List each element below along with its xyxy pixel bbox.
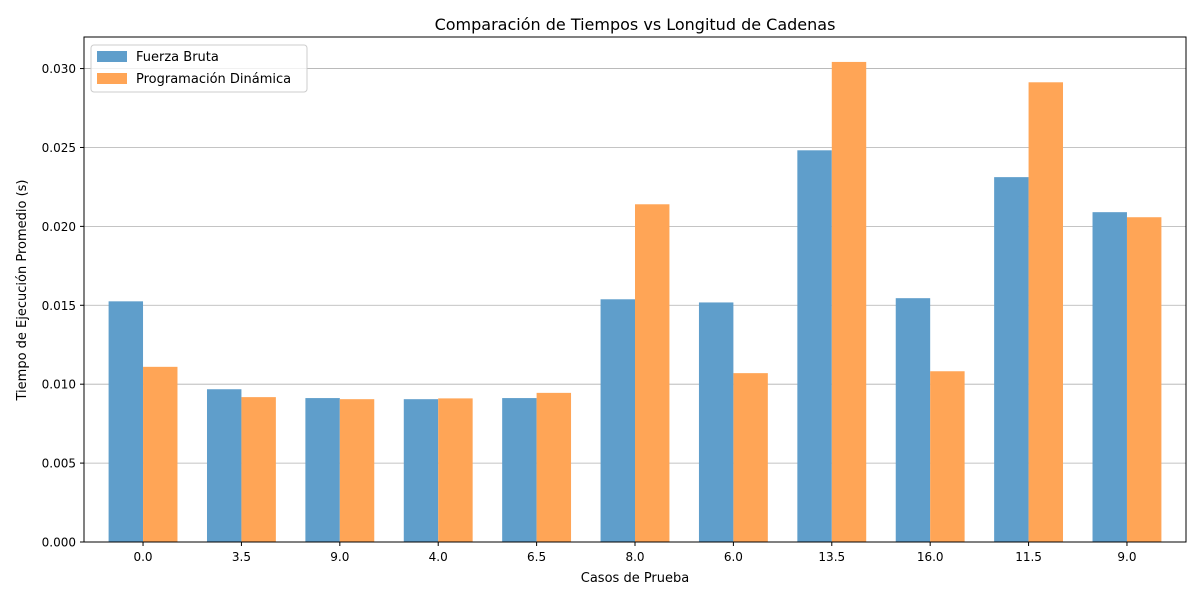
- chart-title: Comparación de Tiempos vs Longitud de Ca…: [435, 15, 836, 34]
- bar-fuerza-bruta: [994, 177, 1029, 542]
- bar-programacion-dinamica: [241, 397, 276, 542]
- bar-programacion-dinamica: [930, 371, 965, 542]
- y-axis-label: Tiempo de Ejecución Promedio (s): [15, 180, 30, 402]
- y-tick-label: 0.005: [42, 457, 76, 471]
- x-tick-label: 11.5: [1015, 550, 1042, 564]
- x-tick-label: 9.0: [330, 550, 349, 564]
- bar-fuerza-bruta: [698, 302, 734, 542]
- x-tick-label: 3.5: [232, 550, 251, 564]
- legend-label-programacion-dinamica: Programación Dinámica: [136, 72, 291, 87]
- y-tick-label: 0.000: [42, 536, 76, 550]
- legend-label-fuerza-bruta: Fuerza Bruta: [136, 50, 219, 65]
- bar-programacion-dinamica: [536, 392, 572, 542]
- y-tick-label: 0.030: [42, 62, 76, 76]
- bar-programacion-dinamica: [438, 398, 473, 542]
- x-axis-ticks: 0.0 3.5 9.0 4.0 6.5 8.0 6.0 13.5 16.0 11.5 9.0: [133, 542, 1137, 564]
- legend-swatch-programacion-dinamica: [97, 73, 127, 84]
- x-tick-label: 8.0: [625, 550, 644, 564]
- bar-fuerza-bruta: [502, 398, 537, 542]
- bar-fuerza-bruta: [600, 299, 635, 542]
- bar-programacion-dinamica: [635, 204, 670, 542]
- y-tick-label: 0.010: [42, 378, 76, 392]
- legend: Fuerza Bruta Programación Dinámica: [90, 44, 308, 93]
- x-tick-label: 16.0: [917, 550, 944, 564]
- bar-fuerza-bruta: [206, 389, 242, 542]
- bar-programacion-dinamica: [1028, 82, 1064, 543]
- bar-programacion-dinamica: [1126, 217, 1162, 543]
- bar-fuerza-bruta: [797, 150, 832, 542]
- legend-box: [90, 44, 308, 93]
- bar-fuerza-bruta: [1092, 212, 1127, 542]
- bars: [108, 61, 1162, 543]
- x-axis-label: Casos de Prueba: [581, 571, 689, 586]
- x-tick-label: 0.0: [133, 550, 152, 564]
- bar-fuerza-bruta: [305, 398, 340, 542]
- x-tick-label: 6.0: [724, 550, 743, 564]
- x-tick-label: 4.0: [429, 550, 448, 564]
- y-tick-label: 0.015: [42, 299, 76, 313]
- y-axis-ticks: 0.000 0.005 0.010 0.015 0.020 0.025 0.030: [42, 62, 84, 550]
- bar-programacion-dinamica: [831, 61, 867, 542]
- bar-programacion-dinamica: [339, 399, 375, 542]
- y-tick-label: 0.025: [42, 141, 76, 155]
- bar-fuerza-bruta: [403, 399, 439, 542]
- x-tick-label: 9.0: [1117, 550, 1136, 564]
- bar-fuerza-bruta: [108, 301, 144, 542]
- legend-swatch-fuerza-bruta: [97, 51, 127, 62]
- bar-programacion-dinamica: [733, 373, 768, 542]
- bar-programacion-dinamica: [143, 366, 178, 542]
- bar-fuerza-bruta: [895, 298, 931, 542]
- x-tick-label: 6.5: [527, 550, 546, 564]
- y-tick-label: 0.020: [42, 220, 76, 234]
- x-tick-label: 13.5: [818, 550, 845, 564]
